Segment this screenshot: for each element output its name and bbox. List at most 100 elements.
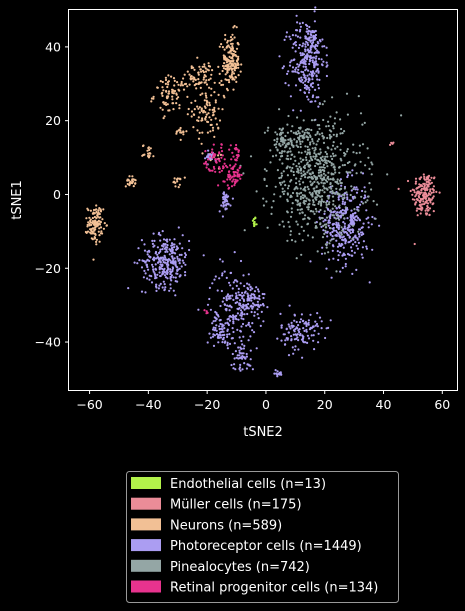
data-point: [344, 265, 347, 268]
data-point: [257, 317, 260, 320]
data-point: [242, 306, 245, 309]
data-point: [287, 84, 290, 87]
data-point: [207, 62, 210, 65]
data-point: [253, 293, 256, 297]
data-point: [278, 142, 281, 145]
data-point: [321, 159, 325, 162]
data-point: [321, 64, 324, 67]
data-point: [266, 226, 269, 229]
data-point: [303, 202, 306, 205]
data-point: [318, 175, 321, 178]
data-point: [308, 191, 311, 194]
data-point: [323, 178, 326, 181]
data-point: [256, 300, 259, 303]
data-point: [322, 224, 325, 227]
data-point: [325, 267, 328, 270]
data-point: [343, 154, 346, 157]
data-point: [311, 140, 314, 143]
data-point: [227, 297, 231, 300]
data-point: [144, 261, 147, 264]
data-point: [295, 177, 298, 180]
data-point: [337, 222, 340, 225]
data-point: [375, 203, 379, 206]
data-point: [327, 224, 330, 227]
data-point: [313, 51, 316, 55]
data-point: [223, 48, 226, 51]
data-point: [305, 153, 309, 156]
data-point: [350, 185, 353, 188]
data-point: [299, 127, 302, 130]
data-point: [207, 149, 210, 152]
data-point: [232, 171, 236, 174]
data-point: [392, 141, 395, 144]
data-point: [149, 256, 152, 259]
data-point: [240, 317, 243, 320]
data-point: [229, 144, 232, 147]
data-point: [297, 130, 300, 133]
data-point: [355, 152, 358, 155]
data-point: [302, 81, 305, 84]
data-point: [212, 320, 215, 323]
data-point: [95, 208, 98, 211]
data-point: [312, 210, 315, 213]
data-point: [361, 123, 364, 126]
data-point: [365, 209, 368, 212]
data-point: [331, 235, 334, 238]
data-point: [298, 321, 302, 324]
data-point: [170, 252, 174, 255]
data-point: [432, 191, 435, 194]
data-point: [307, 132, 310, 135]
data-point: [231, 287, 234, 290]
data-point: [156, 253, 159, 256]
data-point: [143, 249, 147, 252]
data-point: [205, 113, 208, 116]
data-point: [237, 357, 240, 360]
data-point: [307, 29, 310, 32]
data-point: [428, 207, 432, 210]
data-point: [173, 84, 176, 87]
data-point: [126, 182, 129, 186]
data-point: [221, 215, 224, 218]
data-point: [243, 344, 246, 347]
data-point: [252, 222, 256, 225]
data-point: [231, 197, 234, 200]
data-point: [258, 294, 261, 298]
data-point: [213, 135, 216, 138]
data-point: [295, 133, 299, 136]
data-point: [179, 131, 182, 134]
data-point: [424, 196, 427, 199]
data-point: [224, 67, 227, 71]
data-point: [300, 160, 303, 163]
data-point: [318, 39, 321, 42]
data-point: [316, 124, 319, 127]
data-point: [251, 302, 255, 305]
data-point: [343, 231, 346, 234]
data-point: [315, 143, 318, 146]
data-point: [248, 297, 251, 301]
data-point: [300, 313, 303, 316]
data-point: [314, 157, 317, 160]
data-point: [409, 189, 412, 193]
data-point: [293, 330, 296, 333]
data-point: [429, 188, 432, 191]
data-point: [226, 344, 229, 347]
data-point: [229, 284, 232, 287]
data-point: [306, 341, 309, 344]
data-point: [239, 259, 243, 263]
data-point: [192, 113, 195, 116]
data-point: [425, 186, 428, 189]
data-point: [432, 195, 435, 198]
data-point: [339, 181, 342, 184]
data-point: [239, 177, 242, 180]
data-point: [329, 210, 332, 213]
data-point: [368, 167, 371, 170]
data-point: [246, 282, 249, 285]
data-point: [240, 347, 243, 350]
data-point: [312, 35, 315, 38]
data-point: [214, 275, 217, 278]
data-point: [420, 189, 423, 192]
data-point: [299, 54, 303, 57]
data-point: [293, 319, 296, 322]
data-point: [346, 175, 349, 179]
data-point: [289, 38, 292, 41]
